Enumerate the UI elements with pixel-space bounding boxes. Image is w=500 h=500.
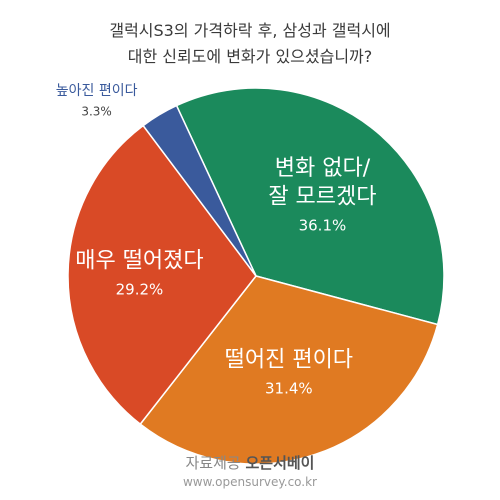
chart-title: 갤럭시S3의 가격하락 후, 삼성과 갤럭시에 대한 신뢰도에 변화가 있으셨습… xyxy=(0,18,500,70)
pie-slice-2 xyxy=(67,124,257,426)
source-credit: 자료제공 오픈서베이 xyxy=(0,452,500,473)
pie-slice-0 xyxy=(175,87,445,326)
chart-title-line-2: 대한 신뢰도에 변화가 있으셨습니까? xyxy=(127,47,373,66)
slice-label-0-line-1: 잘 모르겠다 xyxy=(268,184,376,209)
chart-title-line-1: 갤럭시S3의 가격하락 후, 삼성과 갤럭시에 xyxy=(109,21,391,40)
pie-labels: 변화 없다/잘 모르겠다 36.1% 떨어진 편이다 31.4% 매우 떨어졌다 29.2… xyxy=(56,83,377,398)
slice-label-3-line-0: 높아진 편이다 xyxy=(56,83,138,99)
slice-value-1: 31.4% xyxy=(265,380,313,398)
slice-value-0: 36.1% xyxy=(299,217,347,235)
slice-value-3: 3.3% xyxy=(81,105,112,119)
pie-slices xyxy=(67,87,445,465)
slice-label-1-line-0: 떨어진 편이다 xyxy=(225,347,353,372)
slice-label-0-line-0: 변화 없다/ xyxy=(275,156,371,181)
pie-slice-3 xyxy=(142,104,257,277)
slice-label-2-line-0: 매우 떨어졌다 xyxy=(75,248,203,273)
source-url: www.opensurvey.co.kr xyxy=(182,475,317,489)
credit-brand: 오픈서베이 xyxy=(245,454,315,472)
pie-slice-1 xyxy=(139,275,439,465)
slice-value-2: 29.2% xyxy=(116,280,164,298)
credit-prefix: 자료제공 xyxy=(185,454,241,472)
